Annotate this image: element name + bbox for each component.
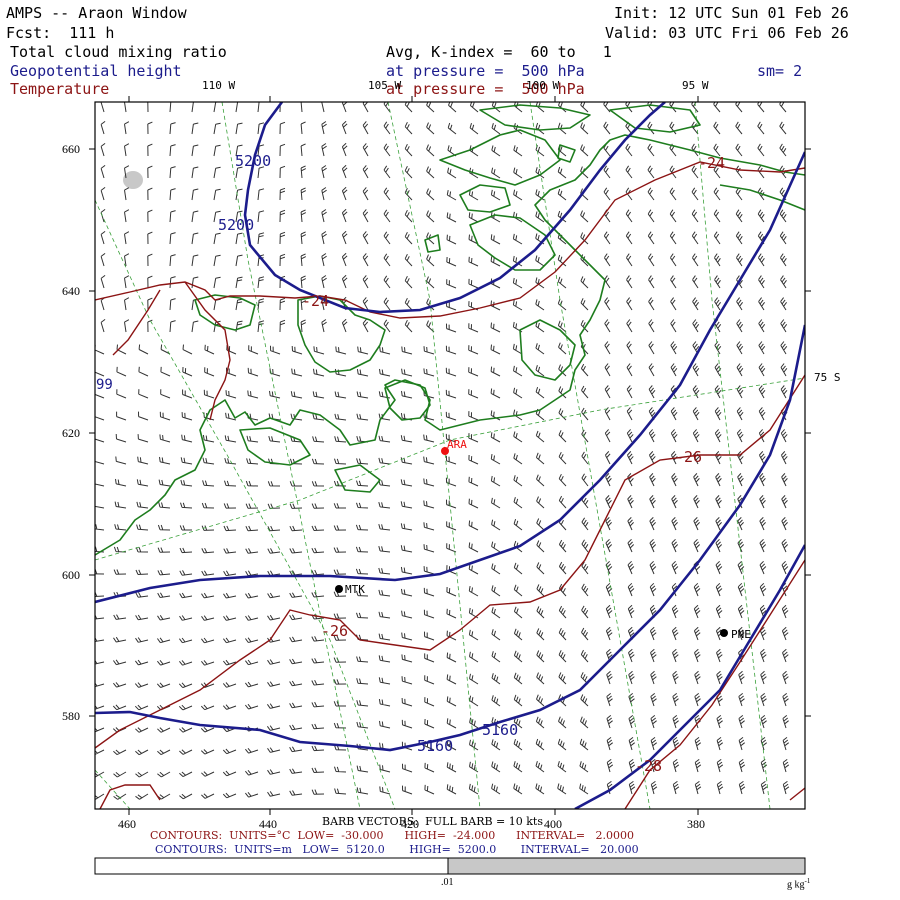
temperature-label: -26 [675, 448, 702, 466]
scale-units-exponent: -1 [804, 877, 811, 885]
station-ara-marker [441, 447, 449, 455]
axis-ticks [89, 96, 811, 815]
temperature-contour-legend: CONTOURS: UNITS=°C LOW= -30.000 HIGH= -2… [150, 829, 635, 842]
coastline [95, 104, 805, 556]
height-label: 5160 [482, 721, 518, 739]
x-tick-label: 460 [118, 817, 136, 831]
field-cloud-label: Total cloud mixing ratio [10, 43, 227, 61]
temperature-label: -28 [635, 757, 662, 775]
barb-legend: BARB VECTORS: FULL BARB = 10 kts [322, 815, 543, 828]
x-tick-label: 420 [401, 817, 419, 831]
longitude-label: 100 W [526, 79, 559, 92]
height-label: 5200 [235, 152, 271, 170]
y-tick-label: 640 [62, 284, 80, 298]
field-height-desc: at pressure = 500 hPa [386, 62, 585, 80]
plot-frame [94, 101, 806, 810]
smoothing-label: sm= 2 [757, 62, 803, 80]
station-mtk-marker [335, 585, 343, 593]
y-tick-label: 660 [62, 142, 80, 156]
scale-bar-low [94, 857, 449, 875]
station-pne-label: PNE [731, 628, 751, 641]
cloud-patch [123, 171, 143, 189]
field-height-label: Geopotential height [10, 62, 182, 80]
wind-barb-glyphs [95, 102, 790, 800]
y-tick-label: 600 [62, 568, 80, 582]
scale-threshold-label: .01 [441, 877, 454, 888]
temperature-contours [95, 161, 805, 809]
init-time: Init: 12 UTC Sun 01 Feb 26 [614, 4, 849, 22]
height-contour-legend: CONTOURS: UNITS=m LOW= 5120.0 HIGH= 5200… [155, 843, 639, 856]
longitude-label: 110 W [202, 79, 235, 92]
scale-units-text: g kg [787, 879, 805, 891]
latitude-label: 75 S [814, 371, 841, 384]
longitude-label: 95 W [682, 79, 709, 92]
edge-contour-label: 99 [96, 377, 113, 393]
scale-bar-high [447, 857, 806, 875]
y-tick-label: 620 [62, 426, 80, 440]
longitude-label: 105 W [368, 79, 401, 92]
scale-units-label: g kg-1 [787, 878, 810, 890]
station-pne-marker [720, 629, 728, 637]
x-tick-label: 400 [544, 817, 562, 831]
y-tick-label: 580 [62, 709, 80, 723]
wind-barbs [95, 102, 790, 800]
x-tick-label: 440 [259, 817, 277, 831]
field-temp-label: Temperature [10, 80, 110, 98]
valid-time: Valid: 03 UTC Fri 06 Feb 26 [605, 24, 849, 42]
product-title: AMPS -- Araon Window [6, 4, 187, 22]
station-mtk-label: MTK [345, 583, 365, 596]
forecast-hour: Fcst: 111 h [6, 24, 115, 42]
field-cloud-desc: Avg, K-index = 60 to 1 [386, 43, 612, 61]
height-label: 5160 [417, 737, 453, 755]
x-tick-label: 380 [687, 817, 705, 831]
temperature-label: -24 [302, 292, 329, 310]
height-label: 5200 [218, 216, 254, 234]
temperature-label: -26 [321, 622, 348, 640]
station-ara-label: ARA [447, 438, 467, 451]
field-temp-desc: at pressure = 500 hPa [386, 80, 585, 98]
temperature-label: -24 [698, 154, 725, 172]
height-contours [95, 102, 805, 809]
